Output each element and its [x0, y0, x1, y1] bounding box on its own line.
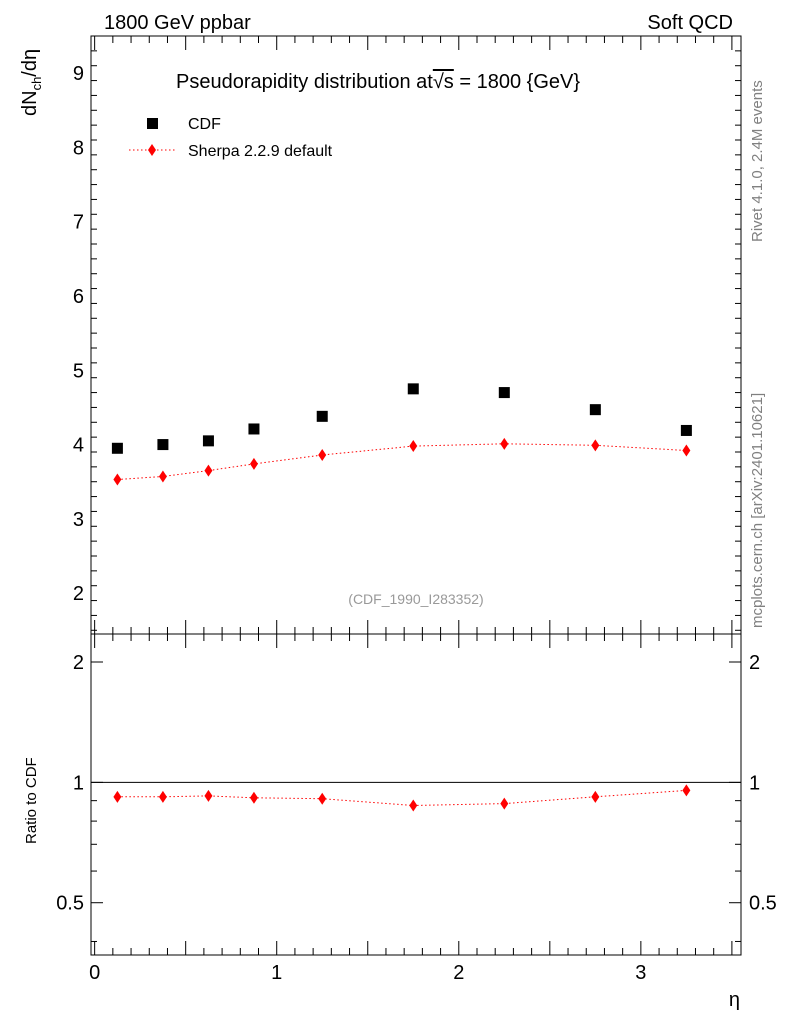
y-axis-label-tail: /dη: [19, 49, 41, 77]
sherpa-point: [158, 470, 167, 483]
y-tick-label: 9: [73, 63, 84, 85]
ratio-y-tick-labels: 0.5 0.5 1 1 2 2: [56, 652, 777, 915]
legend-sherpa-marker: [148, 144, 156, 156]
y-tick-label: 6: [73, 286, 84, 308]
cdf-data-point: [589, 404, 601, 416]
ratio-y-tick-label-left: 0.5: [56, 893, 84, 915]
rivet-label: Rivet 4.1.0, 2.4M events: [749, 80, 766, 242]
title-suffix: = 1800 {GeV}: [454, 71, 581, 93]
cdf-data-point: [498, 387, 510, 399]
cdf-data-point: [157, 439, 169, 451]
sherpa-point: [318, 448, 327, 461]
main-ticks: [91, 35, 741, 634]
sherpa-point: [204, 464, 213, 477]
ratio-sherpa-point: [318, 792, 327, 805]
sherpa-point: [409, 440, 418, 453]
ratio-ticks: [91, 634, 741, 955]
ratio-sherpa-point: [204, 789, 213, 802]
cdf-data-point: [202, 435, 214, 447]
sherpa-point: [113, 473, 122, 486]
energy-label: 1800 GeV ppbar: [104, 12, 251, 34]
ratio-sherpa-point: [500, 797, 509, 810]
legend-cdf-marker: [147, 118, 158, 129]
ratio-frame: [90, 633, 742, 956]
y-tick-label: 2: [73, 583, 84, 605]
ratio-sherpa-point: [682, 784, 691, 797]
y-tick-label: 8: [73, 137, 84, 159]
sherpa-point: [249, 457, 258, 470]
x-tick-label: 1: [271, 962, 282, 984]
y-tick-label: 7: [73, 212, 84, 234]
x-tick-label: 3: [635, 962, 646, 984]
x-tick-label: 0: [89, 962, 100, 984]
mcplots-label: mcplots.cern.ch [arXiv:2401.10621]: [749, 393, 766, 628]
sherpa-line: [117, 443, 687, 480]
legend-cdf-label: CDF: [188, 116, 221, 133]
legend-sherpa-label: Sherpa 2.2.9 default: [188, 143, 333, 160]
sherpa-point: [500, 437, 509, 450]
ratio-y-tick-label-right: 0.5: [749, 893, 777, 915]
ratio-y-tick-label-left: 1: [73, 772, 84, 794]
title-prefix: Pseudorapidity distribution at: [176, 71, 433, 93]
ratio-panel: 0.5 0.5 1 1 2 2 0 1 2 3 Ratio to CDF η: [23, 633, 777, 1011]
cdf-data-point: [248, 423, 260, 435]
ratio-sherpa-point: [409, 799, 418, 812]
y-tick-label: 5: [73, 360, 84, 382]
x-axis-label: η: [729, 989, 740, 1011]
ratio-sherpa-line: [117, 789, 687, 807]
ratio-series-layer: [91, 781, 741, 812]
ratio-sherpa-point: [158, 790, 167, 803]
category-label: Soft QCD: [647, 12, 733, 34]
sherpa-point: [591, 439, 600, 452]
y-axis-label-main: dN: [19, 90, 41, 116]
main-panel: 2 3 4 5 6 7 8 9 Pseudorapidity distribution at√…: [19, 35, 742, 635]
sherpa-point: [682, 444, 691, 457]
legend: CDF Sherpa 2.2.9 default: [129, 116, 333, 160]
ratio-y-tick-label-left: 2: [73, 652, 84, 674]
cdf-data-point: [111, 442, 123, 454]
y-tick-label: 4: [73, 435, 84, 457]
main-series-layer: [111, 383, 692, 486]
ratio-axis-label: Ratio to CDF: [23, 757, 40, 844]
title-sqrt: √s: [433, 71, 454, 93]
ratio-sherpa-point: [591, 790, 600, 803]
y-tick-label: 3: [73, 509, 84, 531]
ratio-sherpa-point: [113, 790, 122, 803]
cdf-data-point: [680, 424, 692, 436]
analysis-watermark: (CDF_1990_I283352): [348, 591, 483, 607]
cdf-data-point: [316, 410, 328, 422]
ratio-y-tick-label-right: 2: [749, 652, 760, 674]
y-axis-label: dNch/dη: [19, 49, 44, 116]
ratio-y-tick-label-right: 1: [749, 772, 760, 794]
x-tick-label: 2: [453, 962, 464, 984]
cdf-data-point: [407, 383, 419, 395]
ratio-sherpa-point: [249, 791, 258, 804]
x-tick-labels: 0 1 2 3: [89, 962, 646, 984]
main-y-tick-labels: 2 3 4 5 6 7 8 9: [73, 63, 84, 605]
y-axis-label-sub: ch: [29, 77, 44, 91]
main-title: Pseudorapidity distribution at√s = 1800 …: [176, 71, 580, 93]
